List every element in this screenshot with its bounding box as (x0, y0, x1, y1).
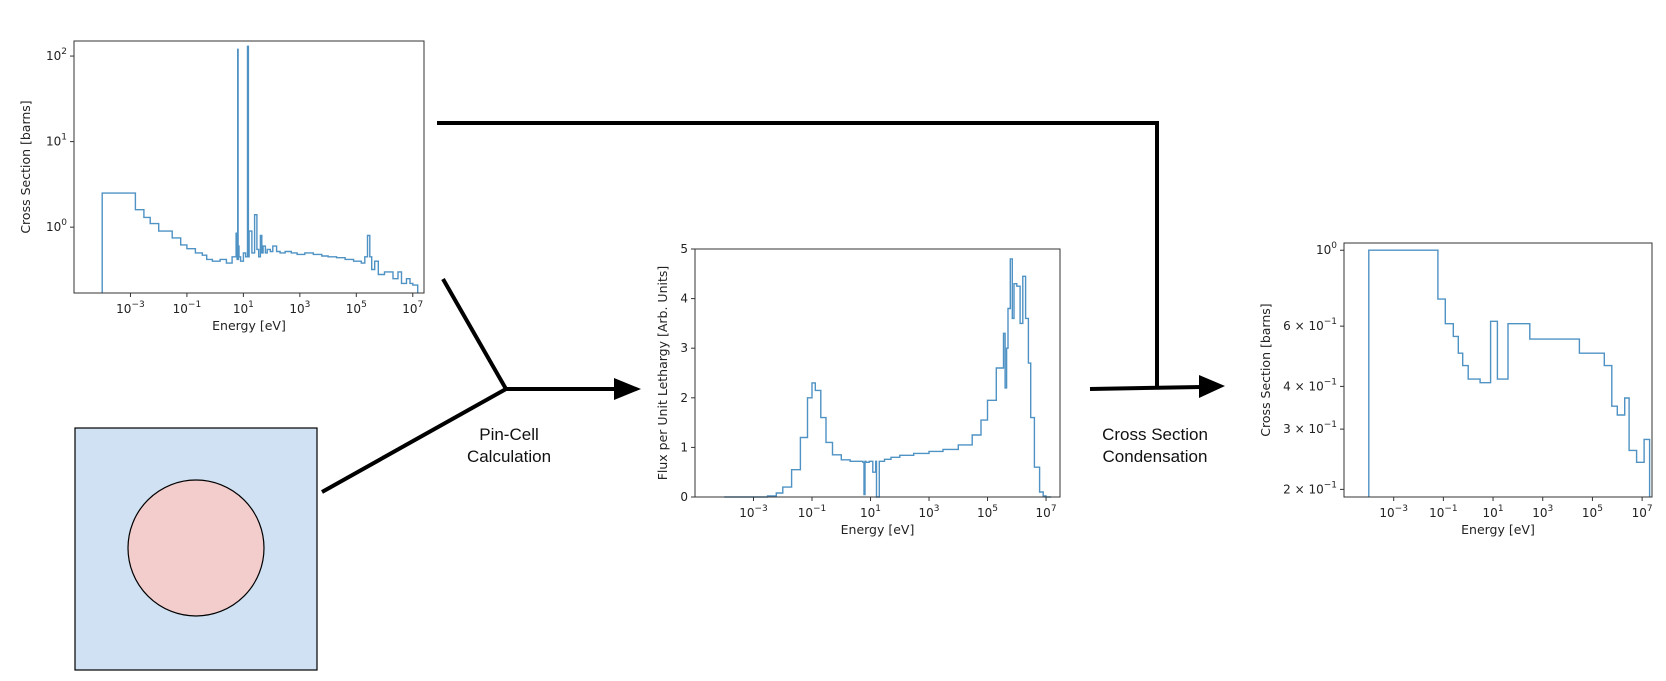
pin-cell-label-line2: Calculation (467, 447, 551, 466)
pin-cell-geometry (74, 427, 318, 671)
connector-xs-to-junction (441, 278, 508, 390)
condensation-label-line1: Cross Section (1102, 425, 1208, 444)
flux-ytick-label: 2 (680, 391, 688, 405)
xs-condensed-series-line (1368, 249, 1651, 497)
flux-xtick-label: 107 (1036, 504, 1057, 520)
xs-condensed-ylabel: Cross Section [barns] (1258, 303, 1273, 436)
xs-fine-xtick-label: 10−1 (173, 300, 202, 316)
xs-condensed-ytick-label: 4 × 10−1 (1283, 377, 1337, 393)
flux-xtick-label: 10−3 (739, 504, 768, 520)
xs-fine-series-line (101, 45, 419, 293)
xs-condensed-ytick-label: 3 × 10−1 (1283, 420, 1337, 436)
xs-fine-ytick-label: 100 (46, 218, 67, 234)
pin-cell-label-line1: Pin-Cell (479, 425, 539, 444)
xs-fine-xlabel: Energy [eV] (212, 318, 286, 333)
xs-condensed-ytick-label: 100 (1316, 241, 1337, 257)
flux-spectrum-chart: 10−3 10−1 101 103 105 107 0 1 2 3 4 5 Energy [eV] Flu… (655, 242, 1061, 537)
xs-fine-xtick-label: 103 (289, 300, 310, 316)
flux-ytick-label: 5 (680, 242, 688, 256)
xs-condensed-xlabel: Energy [eV] (1461, 522, 1535, 537)
xs-condensed-xtick-label: 103 (1532, 504, 1553, 520)
flux-ytick-label: 1 (680, 440, 688, 454)
xs-fine-xtick-label: 105 (346, 300, 367, 316)
xs-condensed-ytick-label: 6 × 10−1 (1283, 317, 1337, 333)
arrow-to-flux-head (614, 378, 641, 400)
xs-condensed-ytick-label: 2 × 10−1 (1283, 480, 1337, 496)
xs-fine-ylabel: Cross Section [barns] (18, 100, 33, 233)
arrow-to-condensed-shaft (1089, 385, 1203, 391)
flux-series-line (724, 258, 1052, 498)
flux-xtick-label: 105 (977, 504, 998, 520)
xs-fine-xtick-label: 107 (402, 300, 423, 316)
fuel-pin-circle (127, 479, 265, 617)
flux-ytick-label: 3 (680, 341, 688, 355)
xs-condensed-xtick-label: 10−3 (1379, 504, 1408, 520)
flux-xtick-label: 101 (860, 504, 881, 520)
xs-condensed-xtick-label: 105 (1582, 504, 1603, 520)
condensed-cross-section-chart: 10−3 10−1 101 103 105 107 2 × 10−1 3 × 10−1 4 × … (1258, 241, 1653, 537)
flux-ylabel: Flux per Unit Lethargy [Arb. Units] (655, 266, 670, 481)
fine-cross-section-chart: 10−3 10−1 101 103 105 107 100 101 102 Energy [eV]… (18, 40, 425, 333)
xs-fine-xtick-label: 10−3 (116, 300, 145, 316)
xs-fine-ytick-label: 101 (46, 133, 67, 149)
xs-fine-ytick-label: 102 (46, 47, 67, 63)
flux-plot-frame (694, 248, 1061, 498)
arrow-to-condensed-head (1199, 375, 1225, 398)
flux-xtick-label: 10−1 (798, 504, 827, 520)
connector-pincell-to-junction (321, 387, 507, 494)
xs-condensed-xtick-label: 101 (1483, 504, 1504, 520)
flux-ytick-label: 4 (680, 292, 688, 306)
xs-condensed-xtick-label: 107 (1632, 504, 1653, 520)
flux-xlabel: Energy [eV] (841, 522, 915, 537)
xs-condensed-plot-frame (1343, 242, 1653, 498)
flux-ytick-label: 0 (680, 490, 688, 504)
xs-condensed-xtick-label: 10−1 (1429, 504, 1458, 520)
condensation-label-line2: Condensation (1103, 447, 1208, 466)
xs-fine-xtick-label: 101 (233, 300, 254, 316)
bypass-line (437, 121, 1159, 388)
connector-lines (321, 121, 1225, 494)
flux-xtick-label: 103 (919, 504, 940, 520)
xs-fine-plot-frame (73, 40, 425, 294)
